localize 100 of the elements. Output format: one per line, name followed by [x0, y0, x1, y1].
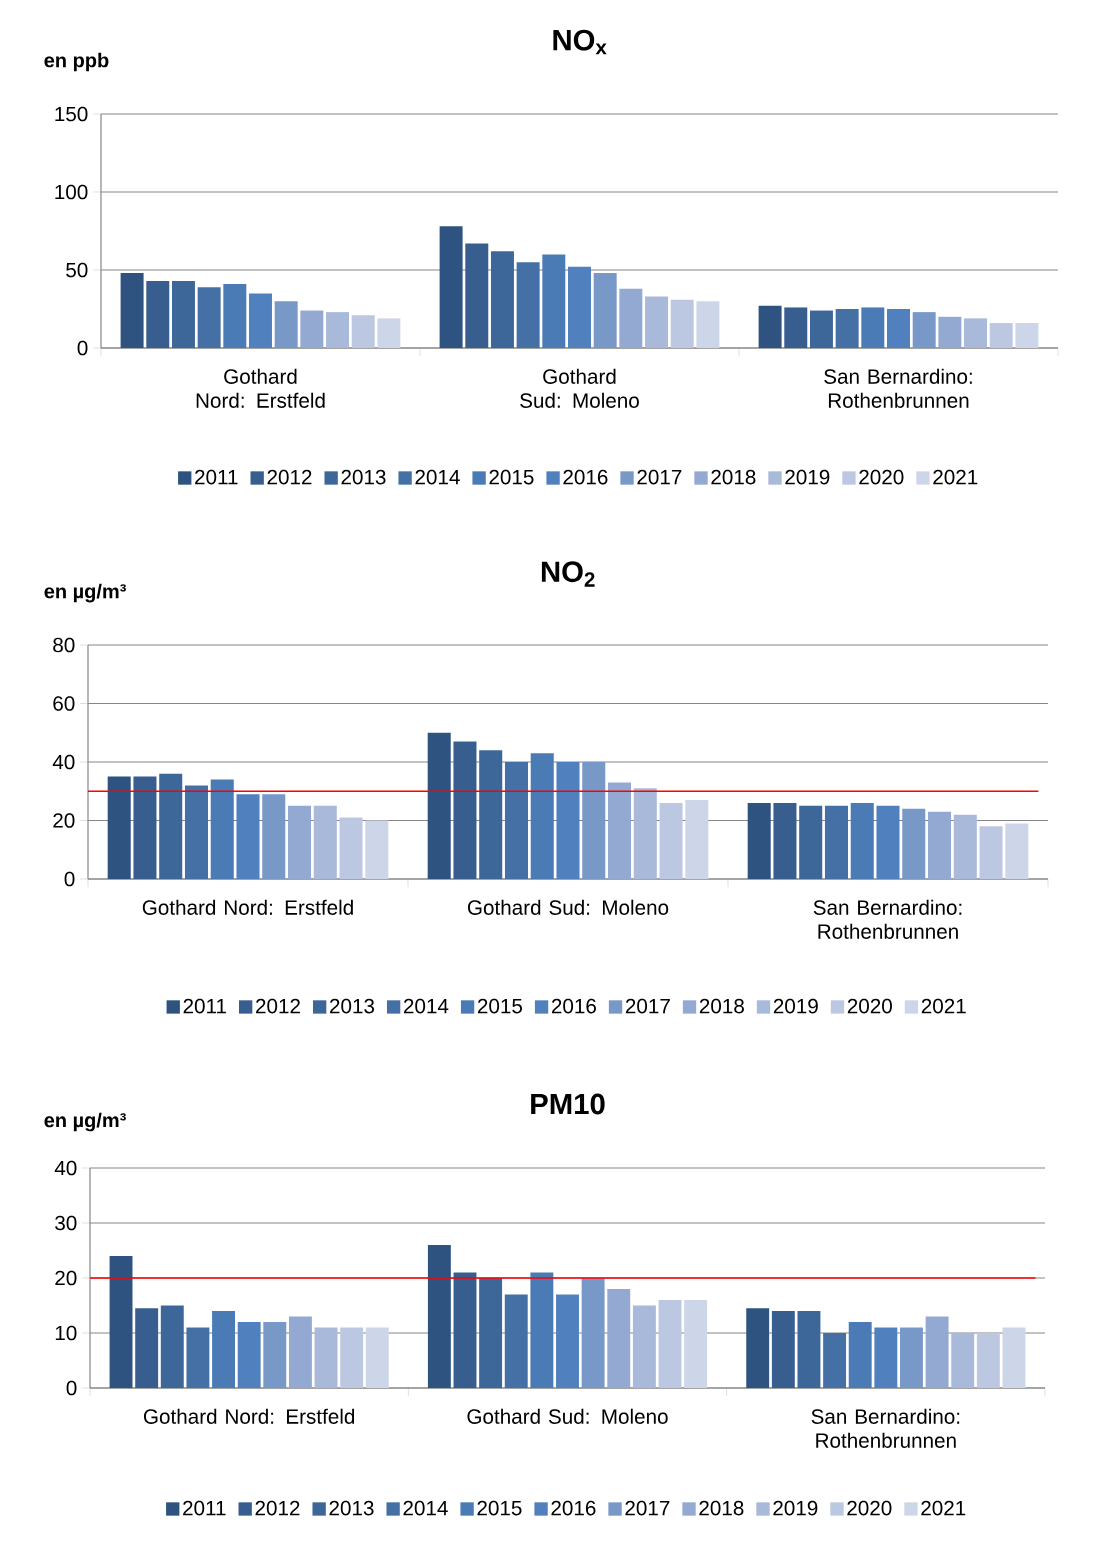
chart-title: NO$_{2}$ — [541, 561, 595, 587]
y-tick-label: 10 — [55, 1325, 77, 1341]
bar — [314, 1327, 338, 1388]
bar — [453, 1272, 477, 1388]
y-tick-label: 40 — [54, 1160, 77, 1176]
bar — [684, 1299, 708, 1388]
bar — [236, 794, 260, 879]
legend-label: 2011 — [183, 1500, 226, 1516]
bar — [1002, 1327, 1026, 1388]
bar — [288, 1316, 312, 1388]
bar — [876, 805, 900, 879]
legend-label: 2015 — [477, 1500, 522, 1516]
legend-label: 2020 — [847, 1500, 892, 1516]
bar — [746, 1308, 770, 1388]
bar — [758, 305, 782, 348]
bar — [504, 762, 528, 879]
bar — [902, 808, 926, 879]
y-tick-label: 0 — [64, 871, 75, 887]
bar — [938, 316, 962, 348]
bar — [326, 312, 350, 348]
legend-label: 2013 — [330, 998, 375, 1014]
bar — [427, 732, 451, 879]
bar — [607, 1288, 631, 1388]
legend-label: 2017 — [637, 469, 682, 485]
bar — [263, 1321, 287, 1388]
legend-label: 2021 — [921, 998, 966, 1014]
bar — [351, 315, 375, 348]
bar — [107, 776, 131, 879]
legend-label: 2012 — [256, 998, 300, 1014]
legend-label: 2017 — [625, 1500, 670, 1516]
y-tick-label: 150 — [55, 106, 88, 122]
y-tick-label: 20 — [53, 813, 75, 828]
bar — [490, 251, 514, 348]
bar — [313, 805, 337, 879]
bar — [696, 301, 720, 348]
bar — [925, 1316, 949, 1388]
legend-label: 2016 — [563, 469, 608, 485]
legend-label: 2016 — [551, 1500, 596, 1516]
legend-label: 2014 — [403, 1500, 448, 1516]
y-tick-label: 80 — [53, 637, 75, 653]
bar — [516, 262, 540, 348]
bar — [619, 288, 643, 348]
legend-label: 2014 — [415, 469, 460, 485]
bar — [530, 753, 554, 879]
bar — [212, 1310, 235, 1388]
bar — [186, 1327, 210, 1388]
bar — [135, 1308, 159, 1388]
bar — [1015, 323, 1039, 348]
y-tick-label: 0 — [66, 1380, 77, 1396]
bar — [912, 312, 936, 348]
bar — [288, 805, 312, 879]
bar — [581, 1278, 605, 1388]
legend-label: 2019 — [773, 998, 818, 1014]
legend-label: 2018 — [711, 469, 756, 485]
bar — [249, 293, 272, 348]
bar — [133, 776, 157, 879]
bar — [159, 773, 183, 879]
bar — [160, 1305, 184, 1388]
bar — [184, 785, 208, 879]
x-tick-label: San Bernardino: Rothenbrunnen — [813, 899, 962, 939]
bar — [109, 1256, 133, 1388]
bar — [593, 273, 617, 348]
y-tick-label: 50 — [66, 262, 88, 278]
legend-label: 2017 — [625, 998, 670, 1014]
bar — [823, 1332, 847, 1388]
bar — [530, 1272, 554, 1388]
bar — [120, 273, 144, 348]
legend-label: 2019 — [773, 1500, 818, 1516]
bar — [670, 299, 694, 348]
bar — [427, 1245, 451, 1388]
legend-label: 2019 — [785, 469, 830, 485]
bar — [300, 310, 324, 348]
bar — [568, 266, 591, 348]
y-axis-title: en µg/m³ — [44, 583, 126, 603]
legend-label: 2011 — [195, 469, 238, 485]
bar — [850, 802, 874, 879]
bar — [887, 308, 910, 348]
bar — [861, 307, 885, 348]
bar — [210, 779, 234, 879]
bar — [556, 1294, 579, 1388]
bar — [976, 1332, 1000, 1388]
legend-label: 2015 — [489, 469, 534, 485]
bar — [659, 802, 683, 879]
bar — [340, 1327, 364, 1388]
legend-label: 2018 — [699, 1500, 744, 1516]
bar — [504, 1294, 528, 1388]
x-tick-label: Gothard Sud: Moleno — [520, 368, 639, 408]
bar — [799, 805, 823, 879]
x-tick-label: Gothard Sud: Moleno — [467, 1408, 668, 1424]
x-tick-label: Gothard Nord: Erstfeld — [196, 368, 325, 408]
x-tick-label: San Bernardino: Rothenbrunnen — [811, 1408, 960, 1448]
bar — [262, 794, 286, 879]
bar — [439, 226, 463, 348]
legend-label: 2015 — [477, 998, 523, 1014]
bar — [797, 1310, 821, 1388]
x-tick-label: Gothard Nord: Erstfeld — [143, 1408, 355, 1424]
bar — [809, 310, 833, 348]
y-tick-label: 60 — [53, 696, 75, 711]
bar — [874, 1327, 898, 1388]
y-axis-title: en µg/m³ — [44, 1112, 126, 1132]
